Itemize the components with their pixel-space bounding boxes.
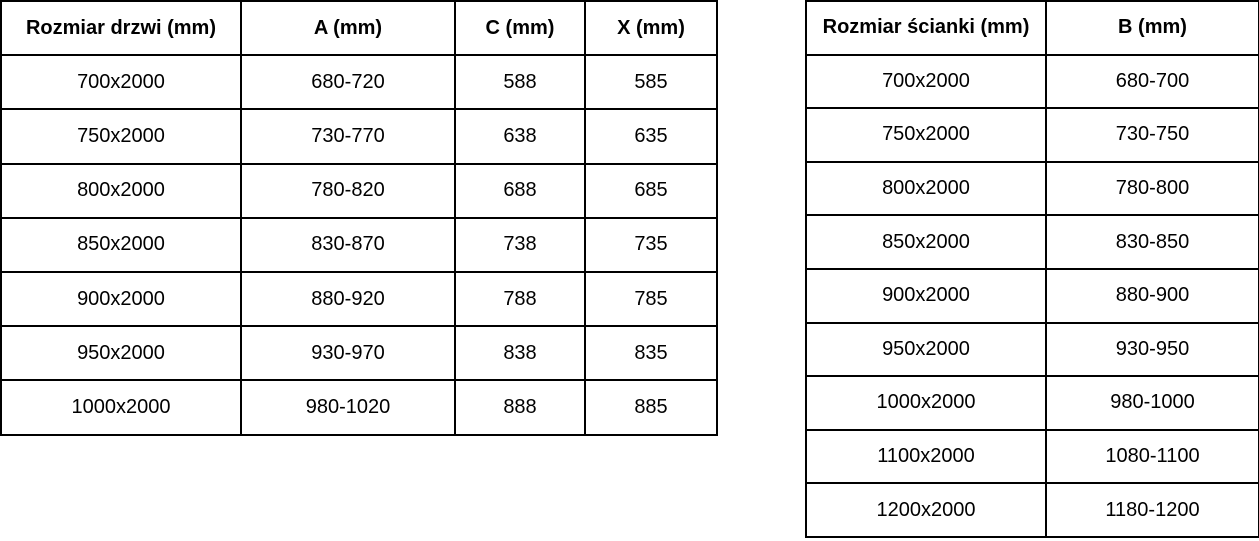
door-table-header-row: Rozmiar drzwi (mm) A (mm) C (mm) X (mm): [0, 0, 718, 57]
table-cell: 750x2000: [0, 108, 242, 165]
table-cell: 638: [454, 108, 586, 165]
wall-size-table: Rozmiar ścianki (mm) B (mm) 700x2000 680…: [805, 0, 1259, 538]
column-header-door-size: Rozmiar drzwi (mm): [0, 0, 242, 57]
table-cell: 1080-1100: [1045, 428, 1259, 485]
table-cell: 830-870: [240, 216, 456, 273]
table-cell: 735: [584, 216, 718, 273]
table-cell: 830-850: [1045, 214, 1259, 270]
table-cell: 685: [584, 162, 718, 219]
table-cell: 780-800: [1045, 160, 1259, 217]
table-cell: 1100x2000: [805, 428, 1047, 485]
table-cell: 930-950: [1045, 321, 1259, 378]
table-cell: 635: [584, 108, 718, 165]
table-cell: 788: [454, 270, 586, 328]
table-cell: 950x2000: [805, 321, 1047, 378]
table-row: 700x2000 680-700: [805, 53, 1259, 110]
table-cell: 880-900: [1045, 267, 1259, 324]
table-cell: 900x2000: [805, 267, 1047, 324]
table-cell: 750x2000: [805, 107, 1047, 163]
column-header-a-mm: A (mm): [240, 0, 456, 57]
table-cell: 930-970: [240, 325, 456, 382]
column-header-b-mm: B (mm): [1045, 0, 1259, 56]
table-row: 1000x2000 980-1000: [805, 375, 1259, 431]
column-header-wall-size: Rozmiar ścianki (mm): [805, 0, 1047, 56]
table-cell: 888: [454, 379, 586, 436]
table-cell: 688: [454, 162, 586, 219]
table-cell: 980-1020: [240, 379, 456, 436]
table-cell: 588: [454, 54, 586, 111]
table-cell: 980-1000: [1045, 375, 1259, 431]
table-cell: 835: [584, 325, 718, 382]
column-header-x-mm: X (mm): [584, 0, 718, 57]
table-cell: 850x2000: [0, 216, 242, 273]
table-cell: 900x2000: [0, 270, 242, 328]
table-cell: 680-700: [1045, 53, 1259, 110]
table-cell: 838: [454, 325, 586, 382]
table-cell: 780-820: [240, 162, 456, 219]
table-cell: 1200x2000: [805, 482, 1047, 538]
table-cell: 885: [584, 379, 718, 436]
table-cell: 880-920: [240, 270, 456, 328]
table-row: 950x2000 930-970 838 835: [0, 325, 718, 382]
table-cell: 680-720: [240, 54, 456, 111]
table-row: 1100x2000 1080-1100: [805, 428, 1259, 485]
table-row: 700x2000 680-720 588 585: [0, 54, 718, 111]
table-cell: 785: [584, 270, 718, 328]
table-cell: 950x2000: [0, 325, 242, 382]
column-header-c-mm: C (mm): [454, 0, 586, 57]
table-row: 750x2000 730-770 638 635: [0, 108, 718, 165]
table-cell: 850x2000: [805, 214, 1047, 270]
table-row: 900x2000 880-920 788 785: [0, 270, 718, 328]
table-cell: 738: [454, 216, 586, 273]
table-row: 850x2000 830-870 738 735: [0, 216, 718, 273]
table-row: 950x2000 930-950: [805, 321, 1259, 378]
table-cell: 1000x2000: [805, 375, 1047, 431]
table-cell: 730-750: [1045, 107, 1259, 163]
table-row: 1200x2000 1180-1200: [805, 482, 1259, 538]
door-size-table: Rozmiar drzwi (mm) A (mm) C (mm) X (mm) …: [0, 0, 718, 436]
table-row: 800x2000 780-800: [805, 160, 1259, 217]
table-cell: 800x2000: [0, 162, 242, 219]
table-row: 800x2000 780-820 688 685: [0, 162, 718, 219]
table-row: 900x2000 880-900: [805, 267, 1259, 324]
table-cell: 700x2000: [0, 54, 242, 111]
table-row: 750x2000 730-750: [805, 107, 1259, 163]
table-row: 850x2000 830-850: [805, 214, 1259, 270]
table-cell: 800x2000: [805, 160, 1047, 217]
table-cell: 700x2000: [805, 53, 1047, 110]
table-cell: 1000x2000: [0, 379, 242, 436]
table-cell: 585: [584, 54, 718, 111]
wall-table-header-row: Rozmiar ścianki (mm) B (mm): [805, 0, 1259, 56]
table-cell: 1180-1200: [1045, 482, 1259, 538]
table-row: 1000x2000 980-1020 888 885: [0, 379, 718, 436]
table-cell: 730-770: [240, 108, 456, 165]
